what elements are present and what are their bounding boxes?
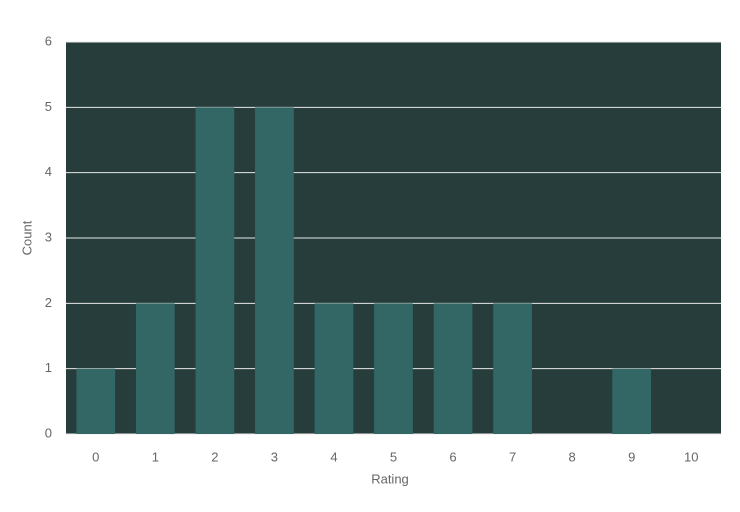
x-tick-label: 4 <box>330 449 337 464</box>
y-tick-label: 5 <box>45 99 52 114</box>
x-tick-label: 1 <box>152 449 159 464</box>
bar <box>314 303 354 434</box>
bar <box>255 107 294 434</box>
x-tick-label: 3 <box>271 449 278 464</box>
x-tick-label: 2 <box>211 449 218 464</box>
bar <box>195 107 235 434</box>
x-tick-label: 10 <box>684 449 698 464</box>
y-tick-label: 0 <box>45 425 52 440</box>
bar <box>135 303 175 434</box>
x-tick-label: 6 <box>449 449 456 464</box>
y-tick-label: 4 <box>45 164 52 179</box>
bar <box>433 303 473 434</box>
x-tick-label: 8 <box>569 449 576 464</box>
x-axis-label: Rating <box>371 471 409 486</box>
x-tick-label: 9 <box>628 449 635 464</box>
bar <box>612 368 652 434</box>
bar <box>493 303 532 434</box>
bar <box>374 303 413 434</box>
x-tick-label: 5 <box>390 449 397 464</box>
y-tick-label: 6 <box>45 33 52 48</box>
y-tick-label: 2 <box>45 295 52 310</box>
y-tick-label: 3 <box>45 229 52 244</box>
y-axis-label: Count <box>19 220 34 255</box>
x-tick-label: 0 <box>92 449 99 464</box>
x-tick-label: 7 <box>509 449 516 464</box>
bar <box>76 368 116 434</box>
y-tick-label: 1 <box>45 360 52 375</box>
